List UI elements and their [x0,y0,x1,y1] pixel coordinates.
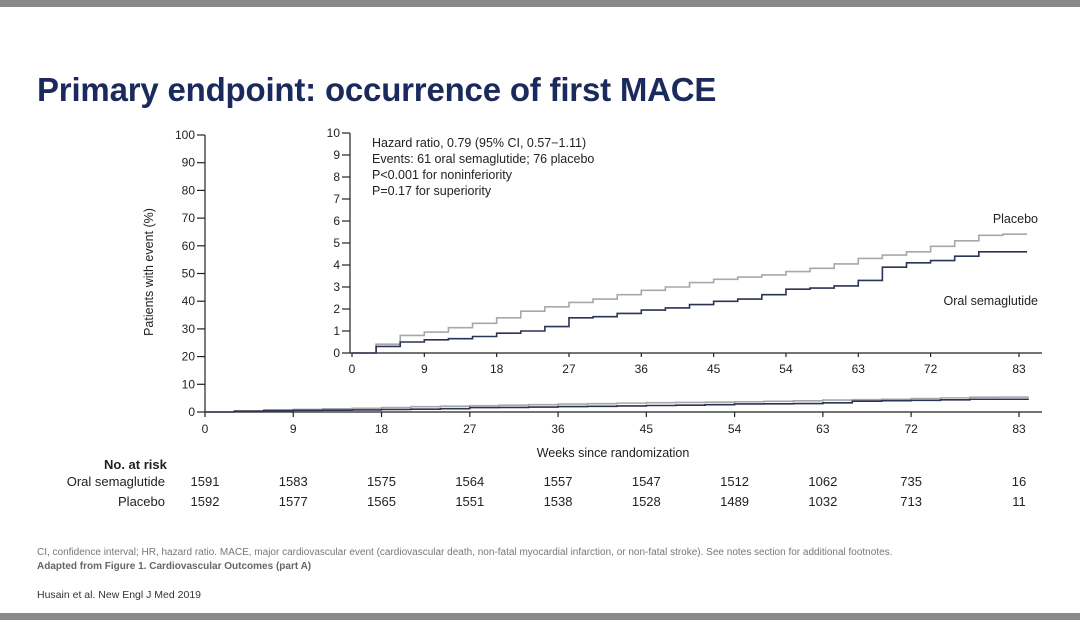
bottom-border [0,613,1080,620]
main-x-axis-label: Weeks since randomization [537,446,690,460]
inset-y-tick-label: 3 [333,280,340,294]
risk-value: 1032 [808,494,838,509]
main-y-tick-label: 100 [175,128,195,142]
risk-value: 16 [1011,474,1027,489]
main-y-tick-label: 0 [188,405,195,419]
inset-y-tick-label: 1 [333,324,340,338]
main-x-tick-label: 54 [728,422,742,436]
risk-value: 1565 [367,494,396,509]
risk-value: 735 [900,474,922,489]
inset-x-tick-label: 9 [421,362,428,376]
main-placebo-line [205,396,1029,413]
inset-y-tick-label: 9 [333,148,340,162]
main-y-tick-label: 90 [182,156,196,170]
inset-x-tick-label: 45 [707,362,721,376]
inset-semaglutide-line [352,251,1028,354]
risk-row-label: Oral semaglutide [66,474,165,489]
risk-value: 1592 [190,494,220,509]
slide-title: Primary endpoint: occurrence of first MA… [37,71,717,108]
risk-value: 1577 [278,494,308,509]
main-x-tick-label: 72 [904,422,918,436]
inset-annotation: P=0.17 for superiority [372,184,492,198]
inset-y-tick-label: 5 [333,236,340,250]
main-y-tick-label: 30 [182,322,196,336]
risk-row-label: Placebo [118,494,165,509]
top-border [0,0,1080,7]
inset-annotation: P<0.001 for noninferiority [372,168,513,182]
risk-value: 1547 [631,474,661,489]
main-y-tick-label: 10 [182,377,196,391]
main-y-tick-label: 50 [182,267,196,281]
main-y-axis-label: Patients with event (%) [142,208,156,336]
risk-value: 11 [1012,494,1026,509]
main-semaglutide-line [205,398,1029,413]
inset-x-tick-label: 0 [349,362,356,376]
inset-y-tick-label: 0 [333,346,340,360]
risk-value: 1557 [543,474,573,489]
inset-y-tick-label: 10 [327,126,341,140]
risk-value: 713 [900,494,922,509]
main-y-tick-label: 60 [182,239,196,253]
risk-value: 1538 [543,494,573,509]
inset-x-tick-label: 54 [779,362,793,376]
inset-annotation: Events: 61 oral semaglutide; 76 placebo [372,152,594,166]
main-x-tick-label: 18 [375,422,389,436]
inset-x-tick-label: 18 [490,362,504,376]
inset-y-tick-label: 2 [333,302,340,316]
main-x-tick-label: 0 [202,422,209,436]
main-x-tick-label: 27 [463,422,477,436]
main-y-tick-label: 70 [182,211,196,225]
main-x-tick-label: 9 [290,422,297,436]
inset-placebo-line [352,233,1028,354]
legend-label-semaglutide: Oral semaglutide [944,294,1039,308]
inset-x-tick-label: 36 [635,362,649,376]
citation: Husain et al. New Engl J Med 2019 [37,589,202,601]
footnote-abbreviations: CI, confidence interval; HR, hazard rati… [37,547,893,558]
main-x-tick-label: 63 [816,422,830,436]
inset-background [349,130,1044,383]
risk-value: 1564 [455,474,485,489]
risk-value: 1489 [720,494,750,509]
risk-value: 1575 [367,474,396,489]
inset-x-tick-label: 83 [1012,362,1026,376]
risk-table-header: No. at risk [104,457,167,472]
risk-value: 1512 [720,474,750,489]
main-x-tick-label: 36 [551,422,565,436]
main-y-tick-label: 40 [182,294,196,308]
main-y-tick-label: 80 [182,183,196,197]
inset-x-tick-label: 72 [924,362,938,376]
main-y-tick-label: 20 [182,350,196,364]
inset-x-tick-label: 27 [562,362,576,376]
risk-value: 1583 [278,474,308,489]
risk-value: 1551 [455,494,485,509]
risk-value: 1591 [190,474,220,489]
main-x-tick-label: 83 [1012,422,1026,436]
legend-label-placebo: Placebo [993,212,1038,226]
inset-y-tick-label: 6 [333,214,340,228]
main-x-tick-label: 45 [640,422,654,436]
inset-annotation: Hazard ratio, 0.79 (95% CI, 0.57−1.11) [372,136,586,150]
inset-y-tick-label: 4 [333,258,340,272]
footnote-source: Adapted from Figure 1. Cardiovascular Ou… [37,561,312,572]
inset-y-tick-label: 8 [333,170,340,184]
risk-value: 1528 [631,494,661,509]
inset-x-tick-label: 63 [852,362,866,376]
risk-value: 1062 [808,474,838,489]
inset-y-tick-label: 7 [333,192,340,206]
